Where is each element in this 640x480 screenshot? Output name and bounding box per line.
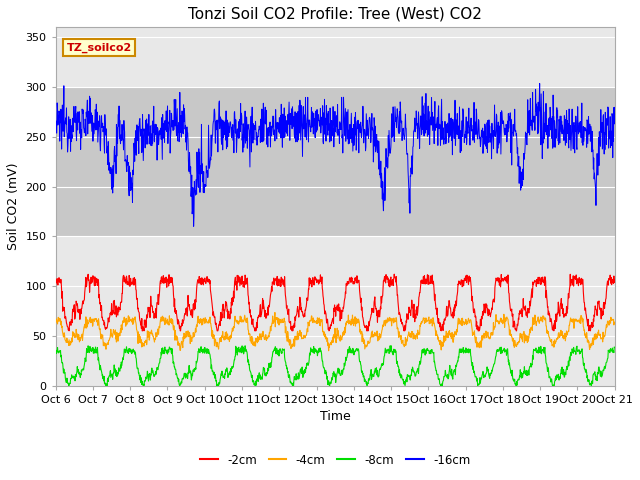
- Title: Tonzi Soil CO2 Profile: Tree (West) CO2: Tonzi Soil CO2 Profile: Tree (West) CO2: [188, 7, 482, 22]
- Y-axis label: Soil CO2 (mV): Soil CO2 (mV): [7, 163, 20, 250]
- Legend: -2cm, -4cm, -8cm, -16cm: -2cm, -4cm, -8cm, -16cm: [195, 449, 475, 471]
- X-axis label: Time: Time: [320, 410, 351, 423]
- Bar: [56, 87, 614, 236]
- Text: TZ_soilco2: TZ_soilco2: [67, 43, 132, 53]
